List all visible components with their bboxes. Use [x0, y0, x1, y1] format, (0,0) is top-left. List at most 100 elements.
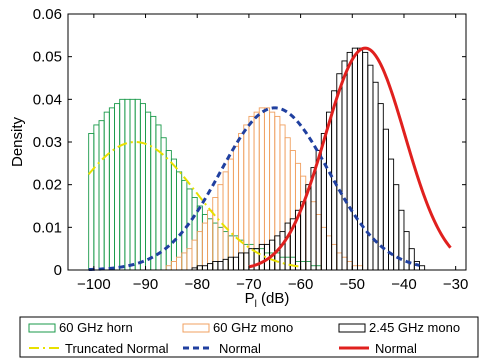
bar-2-45-ghz-mono	[201, 265, 209, 271]
bar-60-ghz-horn	[145, 111, 152, 271]
legend-box	[19, 316, 479, 358]
x-axis-label: Pl (dB)	[245, 290, 290, 310]
bar-60-ghz-horn	[93, 124, 100, 271]
legend-label-2-45ghz-mono: 2.45 GHz mono	[369, 320, 460, 335]
bar-60-ghz-mono	[196, 231, 203, 271]
bar-60-ghz-mono	[165, 265, 172, 271]
bar-2-45-ghz-mono	[351, 47, 358, 271]
bar-60-ghz-horn	[150, 115, 157, 271]
bar-60-ghz-horn	[305, 261, 312, 271]
bar-60-ghz-horn	[165, 150, 172, 271]
legend-entry-normal-red: Normal	[339, 341, 417, 356]
y-axis-label: Density	[9, 116, 26, 167]
bar-60-ghz-mono	[331, 243, 338, 271]
bar-60-ghz-horn	[222, 231, 229, 271]
y-tick-label: 0.06	[33, 6, 62, 23]
axis-ticks: −100 −90 −80 −70 −60 −50 −40 −30 0 0.01 0.02 0.03 0.…	[33, 6, 469, 293]
legend-label-truncated-normal: Truncated Normal	[65, 341, 169, 356]
bar-2-45-ghz-mono	[207, 263, 214, 271]
bar-60-ghz-mono	[300, 175, 307, 271]
bar-60-ghz-mono	[212, 197, 219, 271]
x-axis-label-main: P	[245, 290, 255, 307]
x-axis-label-subscript: l	[255, 299, 257, 310]
x-tick-label: −50	[340, 276, 365, 293]
legend-label-60ghz-mono: 60 GHz mono	[213, 320, 293, 335]
x-tick-label: −30	[443, 276, 468, 293]
bar-60-ghz-horn	[155, 124, 162, 271]
bar-60-ghz-mono	[170, 261, 177, 271]
bar-60-ghz-mono	[258, 107, 265, 271]
bar-60-ghz-horn	[119, 98, 126, 271]
bar-2-45-ghz-mono	[346, 51, 353, 271]
bar-60-ghz-mono	[284, 137, 291, 271]
bar-60-ghz-horn	[207, 218, 214, 271]
bar-60-ghz-mono	[263, 107, 271, 271]
histogram-bars	[88, 47, 426, 271]
legend-swatch-2-45ghz-mono	[338, 323, 366, 333]
y-tick-label: 0.01	[33, 219, 62, 236]
bar-60-ghz-mono	[201, 222, 209, 271]
y-tick-label: 0	[54, 262, 62, 279]
x-tick-label: −100	[77, 276, 111, 293]
y-tick-label: 0.05	[33, 49, 62, 66]
bar-60-ghz-horn	[243, 243, 250, 271]
bar-2-45-ghz-mono	[336, 73, 343, 271]
bar-60-ghz-horn	[191, 197, 198, 271]
bar-60-ghz-horn	[315, 265, 322, 271]
bar-60-ghz-horn	[124, 98, 131, 271]
bar-2-45-ghz-mono	[367, 64, 374, 271]
bar-60-ghz-horn	[217, 226, 224, 271]
legend-entry-normal-blue: Normal	[183, 341, 261, 356]
bar-60-ghz-horn	[98, 120, 105, 271]
bar-60-ghz-horn	[212, 222, 219, 271]
bar-60-ghz-mono	[176, 256, 183, 271]
legend-entry-60ghz-mono: 60 GHz mono	[182, 320, 293, 335]
bar-60-ghz-mono	[305, 188, 312, 271]
fitted-curves	[87, 46, 452, 272]
bar-60-ghz-mono	[320, 226, 327, 271]
bar-2-45-ghz-mono	[408, 248, 415, 271]
bar-2-45-ghz-mono	[243, 252, 250, 271]
bar-60-ghz-mono	[243, 124, 250, 271]
bar-2-45-ghz-mono	[196, 265, 203, 271]
bar-60-ghz-horn	[284, 256, 291, 271]
bar-60-ghz-mono	[232, 145, 240, 271]
legend-entry-60ghz-horn: 60 GHz horn	[28, 320, 133, 335]
bar-60-ghz-mono	[351, 265, 358, 271]
legend-entry-truncated-normal: Truncated Normal	[29, 341, 169, 356]
bar-60-ghz-mono	[227, 158, 234, 271]
bar-60-ghz-horn	[196, 205, 203, 271]
x-axis-label-unit: (dB)	[257, 290, 290, 307]
bar-60-ghz-horn	[227, 235, 234, 271]
bar-2-45-ghz-mono	[362, 51, 369, 271]
x-tick-label: −90	[133, 276, 158, 293]
x-tick-label: −70	[236, 276, 261, 293]
x-tick-label: −40	[391, 276, 416, 293]
bar-2-45-ghz-mono	[212, 261, 219, 271]
bar-60-ghz-mono	[191, 239, 198, 271]
y-tick-label: 0.03	[33, 134, 62, 151]
legend-label-60ghz-horn: 60 GHz horn	[59, 320, 133, 335]
y-tick-label: 0.02	[33, 177, 62, 194]
legend-swatch-60ghz-mono	[182, 323, 210, 333]
bar-60-ghz-mono	[269, 111, 276, 271]
bar-60-ghz-horn	[170, 158, 177, 271]
bar-2-45-ghz-mono	[419, 265, 426, 271]
bar-2-45-ghz-mono	[232, 256, 240, 271]
bar-60-ghz-horn	[108, 107, 115, 271]
bar-60-ghz-mono	[341, 256, 348, 271]
bar-60-ghz-mono	[315, 214, 322, 271]
bar-60-ghz-mono	[222, 171, 229, 271]
bar-60-ghz-horn	[129, 98, 136, 271]
y-tick-label: 0.04	[33, 91, 62, 108]
curve-truncated-normal-0	[87, 140, 301, 268]
bar-60-ghz-horn	[258, 248, 265, 271]
curve-normal-2	[248, 46, 452, 269]
bar-60-ghz-mono	[346, 261, 353, 271]
bar-60-ghz-horn	[88, 133, 95, 271]
bar-60-ghz-horn	[139, 103, 146, 271]
bar-2-45-ghz-mono	[398, 209, 405, 271]
bar-2-45-ghz-mono	[331, 90, 338, 271]
bar-2-45-ghz-mono	[320, 133, 327, 271]
